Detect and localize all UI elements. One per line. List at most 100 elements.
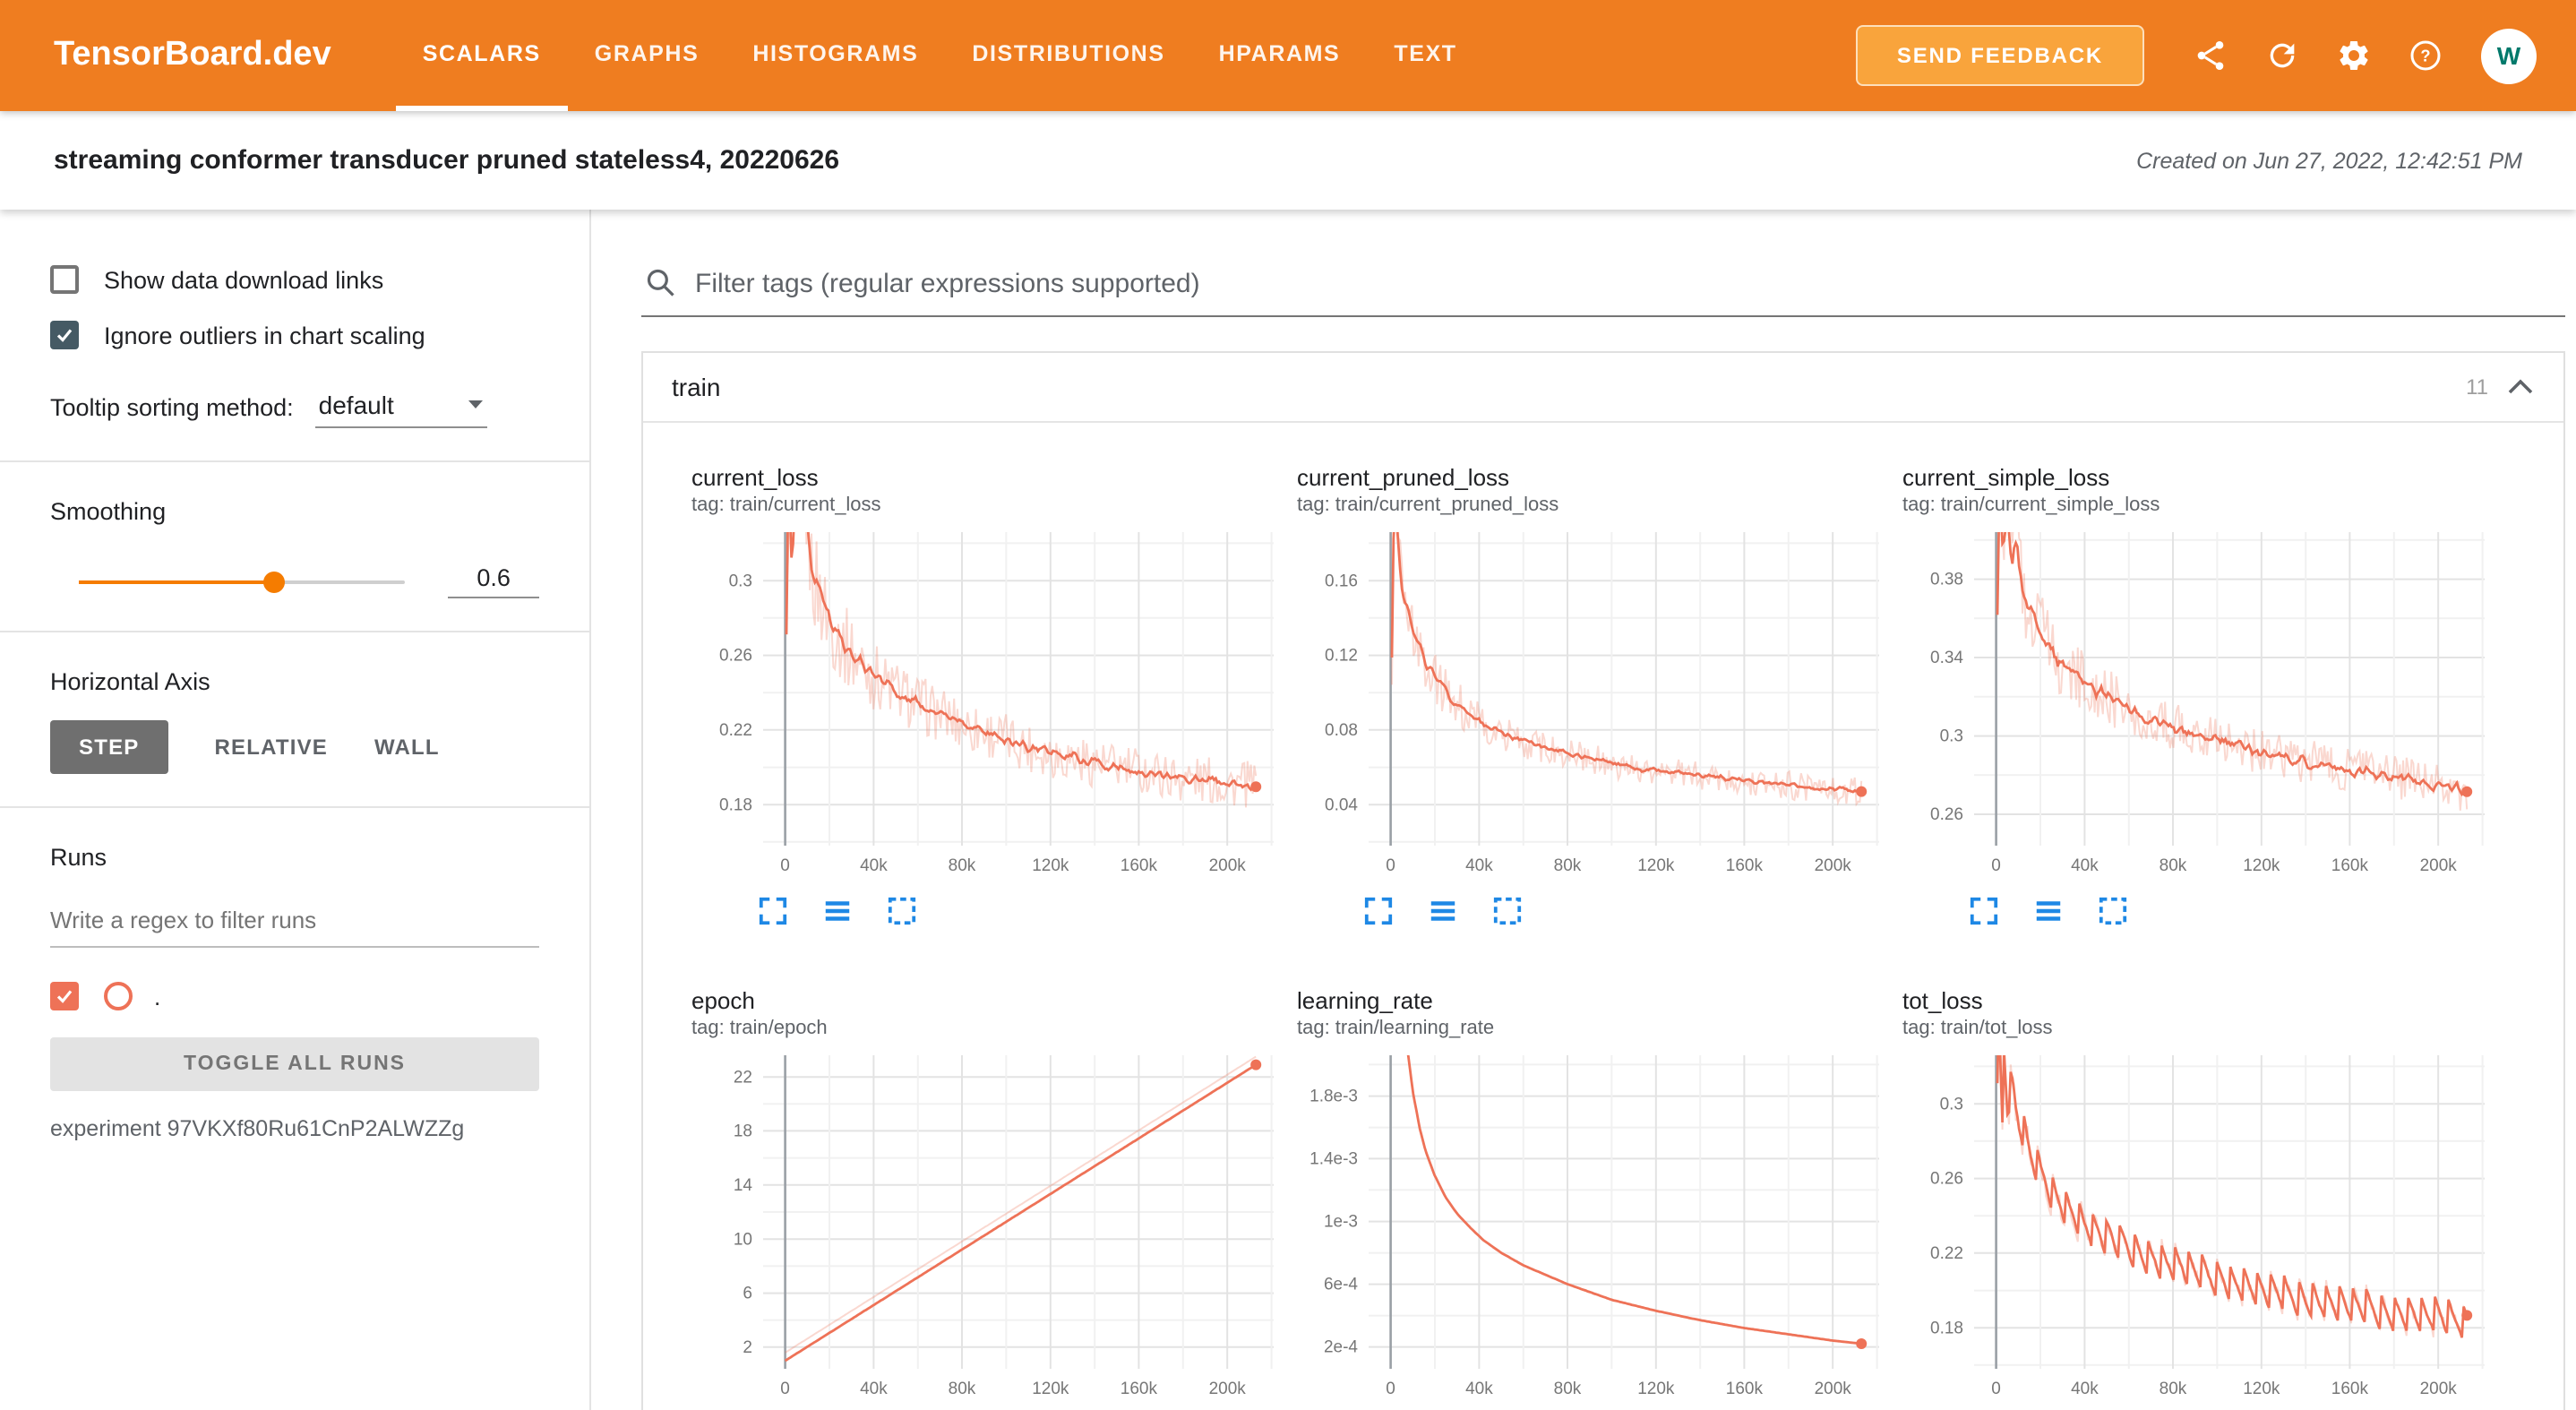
show-download-links-checkbox[interactable]: Show data download links <box>50 260 539 299</box>
chevron-up-icon[interactable] <box>2506 378 2535 396</box>
tooltip-sorting-row: Tooltip sorting method: default <box>50 391 539 428</box>
ignore-outliers-checkbox[interactable]: Ignore outliers in chart scaling <box>50 315 539 355</box>
tab-graphs[interactable]: GRAPHS <box>594 40 700 65</box>
svg-text:120k: 120k <box>2243 856 2280 875</box>
smoothing-value[interactable]: 0.6 <box>448 564 539 598</box>
svg-text:160k: 160k <box>2331 856 2369 875</box>
svg-text:0: 0 <box>1386 856 1395 875</box>
content: Show data download links Ignore outliers… <box>0 210 2576 1410</box>
tab-text[interactable]: TEXT <box>1394 40 1457 65</box>
chart-card-epoch: epoch tag: train/epoch 2 6 10 14 18 22 0 40k 80k 12… <box>691 987 1297 1410</box>
runs-filter-input[interactable] <box>50 899 539 948</box>
run-checkbox-checked-icon[interactable] <box>50 982 79 1010</box>
svg-text:200k: 200k <box>2420 856 2458 875</box>
checkbox-checked-icon[interactable] <box>50 321 79 349</box>
svg-text:80k: 80k <box>949 1380 976 1398</box>
toggle-all-runs-button[interactable]: TOGGLE ALL RUNS <box>50 1037 539 1091</box>
axis-button-step[interactable]: STEP <box>50 720 168 774</box>
smoothing-slider[interactable] <box>79 571 406 592</box>
run-row[interactable]: . <box>50 976 539 1016</box>
chart-tag: tag: train/current_simple_loss <box>1902 494 2160 516</box>
axis-button-relative[interactable]: RELATIVE <box>215 720 329 774</box>
card-title: train <box>672 373 721 401</box>
expand-chart-icon[interactable] <box>756 894 788 926</box>
chart-plot-current_loss[interactable]: 0.18 0.22 0.26 0.3 0 40k 80k 120k 160k 200k <box>691 525 1283 876</box>
chart-tag: tag: train/tot_loss <box>1902 1018 2053 1039</box>
svg-text:2: 2 <box>743 1338 752 1357</box>
chart-plot-epoch[interactable]: 2 6 10 14 18 22 0 40k 80k 120k 160k 200k <box>691 1048 1283 1399</box>
card-collapse-control[interactable]: 11 <box>2466 374 2535 400</box>
share-icon[interactable] <box>2180 25 2241 86</box>
svg-text:0.22: 0.22 <box>1930 1244 1963 1263</box>
svg-text:0.18: 0.18 <box>719 795 752 814</box>
smoothing-label: Smoothing <box>50 498 167 525</box>
divider <box>0 460 589 462</box>
user-avatar[interactable]: W <box>2481 28 2537 83</box>
chart-plot-current_pruned_loss[interactable]: 0.04 0.08 0.12 0.16 0 40k 80k 120k 160k 200k <box>1297 525 1888 876</box>
help-icon[interactable]: ? <box>2395 25 2456 86</box>
chart-lines-icon[interactable] <box>1426 894 1458 926</box>
tag-filter-row <box>641 262 2565 317</box>
svg-text:0.08: 0.08 <box>1325 721 1358 740</box>
axis-button-wall[interactable]: WALL <box>374 720 440 774</box>
chart-plot-learning_rate[interactable]: 2e-4 6e-4 1e-3 1.4e-3 1.8e-3 0 40k 80k 120k 160k 2… <box>1297 1048 1888 1399</box>
tooltip-sorting-label: Tooltip sorting method: <box>50 394 294 421</box>
expand-chart-icon[interactable] <box>1967 894 1999 926</box>
charts-grid: current_loss tag: train/current_loss 0.18 0… <box>643 423 2563 1410</box>
svg-text:0: 0 <box>780 856 790 875</box>
chart-lines-icon[interactable] <box>820 894 853 926</box>
run-name: . <box>154 983 161 1010</box>
svg-text:120k: 120k <box>1032 1380 1069 1398</box>
fit-domain-icon[interactable] <box>2096 894 2128 926</box>
svg-text:0.26: 0.26 <box>719 647 752 666</box>
svg-text:40k: 40k <box>860 1380 888 1398</box>
svg-text:200k: 200k <box>1209 1380 1247 1398</box>
chart-plot-tot_loss[interactable]: 0.18 0.22 0.26 0.3 0 40k 80k 120k 160k 200k <box>1902 1048 2494 1399</box>
divider <box>0 631 589 632</box>
svg-text:0: 0 <box>780 1380 790 1398</box>
chart-toolbar <box>1297 894 1902 926</box>
tab-distributions[interactable]: DISTRIBUTIONS <box>972 40 1165 65</box>
svg-text:6e-4: 6e-4 <box>1324 1276 1358 1294</box>
svg-text:0: 0 <box>1991 1380 2001 1398</box>
svg-text:22: 22 <box>734 1068 752 1087</box>
expand-chart-icon[interactable] <box>1361 894 1394 926</box>
train-card-header[interactable]: train 11 <box>643 353 2563 423</box>
smoothing-slider-thumb[interactable] <box>263 571 286 592</box>
svg-text:2e-4: 2e-4 <box>1324 1338 1358 1357</box>
chart-lines-icon[interactable] <box>2031 894 2064 926</box>
svg-text:120k: 120k <box>2243 1380 2280 1398</box>
settings-gear-icon[interactable] <box>2323 25 2384 86</box>
send-feedback-button[interactable]: SEND FEEDBACK <box>1855 25 2144 86</box>
run-color-swatch[interactable] <box>104 982 133 1010</box>
tag-filter-input[interactable] <box>641 262 2565 317</box>
tab-histograms[interactable]: HISTOGRAMS <box>752 40 919 65</box>
svg-text:80k: 80k <box>949 856 976 875</box>
runs-label: Runs <box>50 844 107 871</box>
svg-text:40k: 40k <box>1465 1380 1493 1398</box>
horizontal-axis-buttons: STEP RELATIVE WALL <box>50 720 539 774</box>
refresh-icon[interactable] <box>2252 25 2313 86</box>
svg-text:160k: 160k <box>1726 856 1764 875</box>
checkbox-unchecked-icon[interactable] <box>50 265 79 294</box>
chart-plot-current_simple_loss[interactable]: 0.26 0.3 0.34 0.38 0 40k 80k 120k 160k 200k <box>1902 525 2494 876</box>
tab-scalars[interactable]: SCALARS <box>395 0 568 111</box>
chart-card-learning_rate: learning_rate tag: train/learning_rate 2e-… <box>1297 987 1902 1410</box>
smoothing-slider-row: 0.6 <box>50 564 539 598</box>
nav-tabs: SCALARS GRAPHS HISTOGRAMS DISTRIBUTIONS HPAR… <box>395 0 1484 111</box>
tab-hparams[interactable]: HPARAMS <box>1218 40 1341 65</box>
svg-text:160k: 160k <box>1726 1380 1764 1398</box>
svg-text:0: 0 <box>1386 1380 1395 1398</box>
chart-tag: tag: train/epoch <box>691 1018 828 1039</box>
fit-domain-icon[interactable] <box>1490 894 1523 926</box>
chart-title: learning_rate <box>1297 987 1433 1014</box>
svg-text:1e-3: 1e-3 <box>1324 1213 1358 1232</box>
checkbox-label: Ignore outliers in chart scaling <box>104 322 425 348</box>
train-card: train 11 current_loss tag: train/current_… <box>641 351 2565 1410</box>
svg-text:80k: 80k <box>1554 1380 1582 1398</box>
chart-tag: tag: train/current_pruned_loss <box>1297 494 1559 516</box>
tooltip-sorting-select[interactable]: default <box>314 391 487 428</box>
chart-card-tot_loss: tot_loss tag: train/tot_loss 0.18 0.22 0.26 0… <box>1902 987 2508 1410</box>
fit-domain-icon[interactable] <box>885 894 917 926</box>
svg-text:80k: 80k <box>2160 1380 2187 1398</box>
